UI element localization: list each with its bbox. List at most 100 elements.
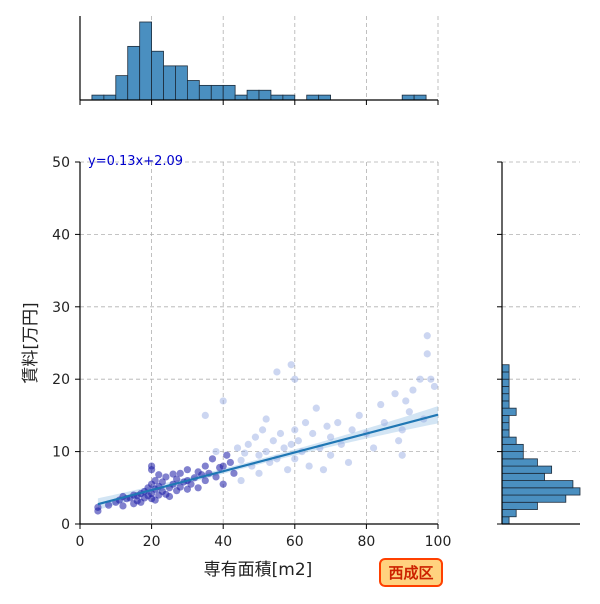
y-histogram-bar [501,494,567,503]
scatter-point [284,466,292,474]
scatter-point [258,426,267,434]
x-histogram-bar [306,94,320,101]
label-layer: y=0.13x+2.09 専有面積[m2] 賃料[万円] 西成区 [21,154,443,587]
y-histogram-bar [501,422,510,431]
axes-layer: 0 20 40 60 80 100 0 10 20 30 40 50 [52,16,580,550]
x-histogram-bar [127,45,141,101]
scatter-point [323,422,331,430]
x-tick-label: 0 [76,534,85,550]
scatter-point [201,462,209,470]
region-badge-label: 西成区 [388,564,433,582]
scatter-point [183,485,191,493]
x-histogram-layer [91,21,427,101]
x-histogram-bar [103,94,117,101]
regression-line [97,413,439,506]
y-histogram-bar [501,429,510,438]
y-histogram-bar [501,501,538,510]
scatter-point [151,476,159,485]
region-badge [379,558,443,587]
scatter-point [291,426,299,434]
scatter-point [251,433,260,441]
scatter-point [402,397,410,405]
x-histogram-bar [163,65,176,101]
scatter-point [416,375,424,383]
scatter-point [380,419,388,427]
scatter-point [312,404,320,412]
x-histogram-bar [151,50,164,101]
scatter-point [391,390,399,398]
y-histogram-bar [501,371,510,380]
scatter-point [237,476,245,485]
x-tick-label: 60 [286,534,304,550]
scatter-point [395,437,403,445]
scatter-point [262,415,270,423]
y-tick-label: 10 [52,445,70,461]
scatter-point [162,473,170,481]
scatter-point [194,484,202,492]
scatter-point [291,375,299,383]
scatter-point [405,408,413,416]
scatter-point [319,466,328,474]
y-histogram-layer [501,364,581,525]
scatter-point [348,426,356,434]
scatter-point [94,503,102,511]
scatter-point [291,455,299,463]
scatter-point [294,437,302,445]
x-histogram-bar [258,89,272,101]
scatter-point [219,397,227,405]
scatter-point [165,492,174,501]
scatter-point [212,473,220,481]
y-tick-label: 0 [61,517,70,533]
y-tick-label: 40 [52,227,70,243]
y-histogram-bar [501,386,510,395]
regression-line-layer [97,413,439,506]
scatter-point [230,469,238,477]
x-histogram-bar [139,21,153,101]
y-tick-label: 50 [52,155,70,171]
scatter-point [212,448,220,456]
x-histogram-bar [222,84,236,101]
scatter-point [266,458,274,467]
y-tick-label: 30 [52,300,70,316]
regression-equation-label: y=0.13x+2.09 [88,154,183,169]
y-histogram-bar [501,451,524,460]
scatter-point [241,449,249,457]
y-histogram-bar [501,407,517,416]
x-histogram-bar [91,94,105,101]
scatter-point [337,440,345,448]
scatter-point [219,462,227,470]
x-histogram-bar [246,89,260,101]
scatter-point [255,451,263,459]
scatter-points-layer [94,332,439,515]
y-tick-label: 20 [52,372,70,388]
scatter-point [377,400,385,409]
x-histogram-bar [318,94,331,101]
x-tick-label: 40 [214,534,232,550]
scatter-point [344,458,353,467]
scatter-point [244,440,252,448]
x-histogram-bar [198,84,212,101]
scatter-point [369,444,378,452]
x-tick-label: 80 [357,534,375,550]
scatter-point [201,411,209,419]
scatter-point [187,480,195,488]
y-histogram-bar [501,487,581,496]
y-histogram-bar [501,400,510,409]
x-histogram-bar [115,75,129,101]
scatter-point [237,456,245,464]
scatter-point [305,462,313,470]
x-histogram-bar [234,94,248,101]
scatter-point [255,469,263,477]
scatter-point [183,466,191,474]
scatter-point [287,440,295,448]
scatter-point [276,429,285,438]
scatter-point [176,483,184,491]
scatter-point [273,368,281,376]
scatter-point [169,470,177,478]
y-histogram-bar [501,364,510,373]
scatter-point [262,448,270,456]
scatter-point [398,451,406,459]
x-tick-label: 20 [143,534,161,550]
scatter-point [334,419,342,427]
